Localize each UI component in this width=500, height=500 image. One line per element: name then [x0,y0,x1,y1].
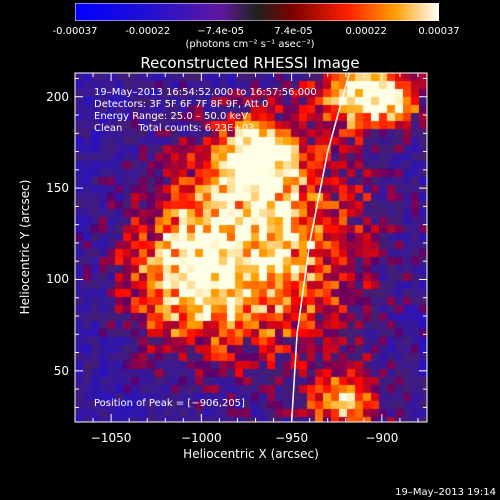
annotation-peak: Position of Peak = [−906,205] [94,398,245,409]
annotation-method: Clean Total counts: 6.23E+03 [94,123,255,134]
colorbar-tick-label: 0.00037 [418,26,460,37]
timestamp: 19–May–2013 19:14 [395,487,496,498]
x-tick-label: −1000 [181,431,222,445]
colorbar-tick-label: 7.4e-05 [274,26,313,37]
colorbar-tick-label: -0.00022 [125,26,171,37]
annotation-energy: Energy Range: 25.0 – 50.0 keV [94,111,248,122]
chart-title: Reconstructed RHESSI Image [140,54,360,72]
y-axis-label: Heliocentric Y (arcsec) [18,179,32,315]
colorbar-tick-label: -0.00037 [52,26,98,37]
x-tick-label: −900 [365,431,399,445]
y-tick-label: 200 [46,89,69,104]
colorbar-tick-label: −7.4e-05 [197,26,244,37]
colorbar-tick-label: 0.00022 [345,26,387,37]
x-tick-label: −1050 [90,431,132,445]
annotation-time: 19–May–2013 16:54:52.000 to 16:57:56.000 [94,87,317,98]
y-tick-label: 100 [46,272,69,287]
x-axis-label: Heliocentric X (arcsec) [183,447,319,461]
y-tick-label: 150 [46,181,69,196]
colorbar-units: (photons cm⁻² s⁻¹ asec⁻²) [185,39,315,50]
annotation-detectors: Detectors: 3F 5F 6F 7F 8F 9F, Att 0 [94,99,269,110]
x-tick-label: −950 [275,431,309,445]
y-tick-label: 50 [53,363,69,378]
colorbar [75,3,439,21]
